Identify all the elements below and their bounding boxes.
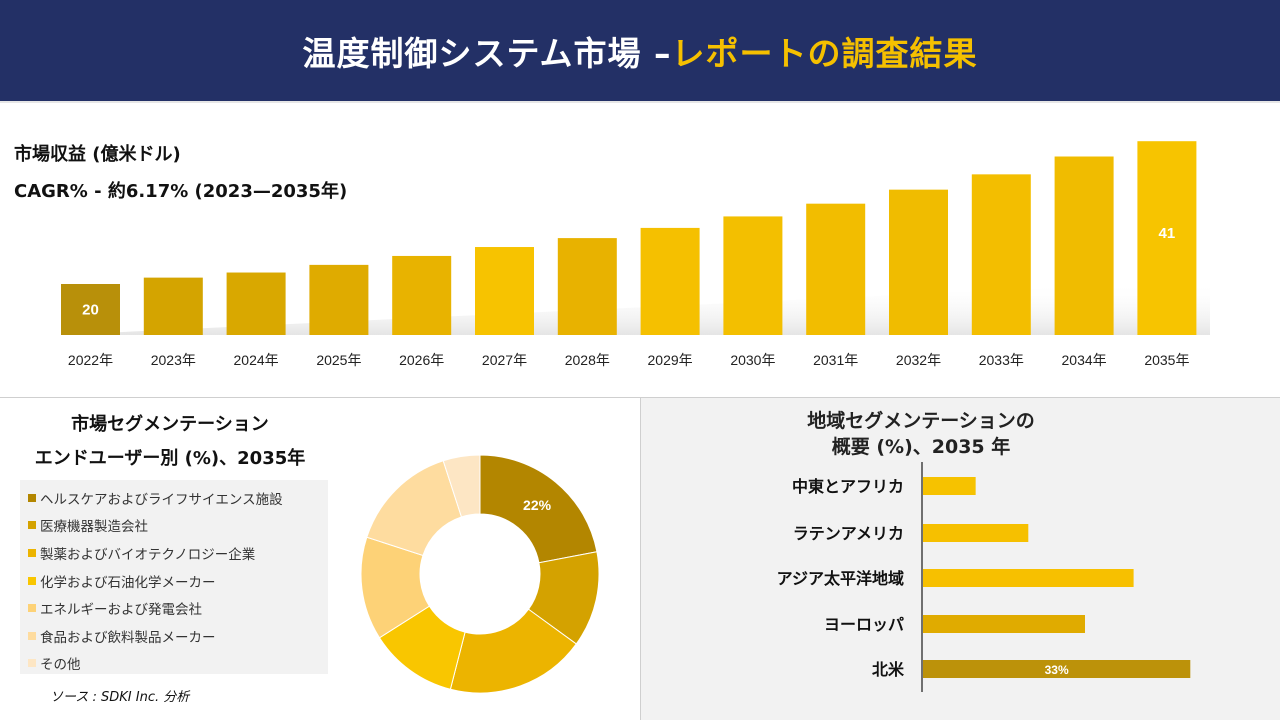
- legend-label: 化学および石油化学メーカー: [40, 574, 216, 591]
- panel-divider: [640, 398, 641, 720]
- legend-swatch: [28, 576, 36, 585]
- bar: [475, 247, 534, 335]
- bar-data-label: 20: [82, 302, 99, 319]
- region-label: ラテンアメリカ: [793, 525, 904, 543]
- bar: [143, 277, 203, 335]
- x-tick-label: 2023年: [151, 352, 196, 368]
- legend-swatch: [28, 493, 36, 502]
- region-label: 北米: [872, 660, 905, 679]
- header-divider: [0, 101, 1280, 103]
- bar: [226, 272, 286, 335]
- region-bar: [923, 477, 976, 495]
- bar: [723, 216, 783, 335]
- revenue-chart-panel: 2022年 20 2023年 2024年 2025年 2026年 2027年 2028年 202…: [0, 103, 1280, 397]
- region-bar: [923, 615, 1085, 633]
- legend-label: ヘルスケアおよびライフサイエンス施設: [40, 491, 283, 508]
- cagr-label: CAGR% - 約6.17% (2023—2035年): [14, 181, 348, 202]
- legend-swatch: [28, 659, 36, 668]
- legend-swatch: [28, 631, 36, 640]
- legend-label: 食品および飲料製品メーカー: [40, 629, 216, 646]
- bar: [1137, 141, 1197, 335]
- segment-title: 市場セグメンテーション: [71, 414, 269, 435]
- bar: [392, 255, 452, 335]
- legend-item: 医療機器製造会社: [20, 512, 328, 540]
- x-tick-label: 2025年: [316, 352, 361, 368]
- region-bar: [923, 524, 1029, 542]
- legend-label: 医療機器製造会社: [40, 519, 148, 536]
- legend-item: ヘルスケアおよびライフサイエンス施設: [20, 484, 328, 512]
- revenue-bar-chart: 2022年 20 2023年 2024年 2025年 2026年 2027年 2028年 202…: [60, 141, 1210, 368]
- segment-panel: 市場セグメンテーション エンドユーザー別 (%)、2035年 ヘルスケアおよびラ…: [0, 398, 640, 720]
- bar: [309, 264, 369, 335]
- x-tick-label: 2035年: [1144, 352, 1189, 368]
- x-tick-label: 2027年: [482, 352, 527, 368]
- x-tick-label: 2026年: [399, 352, 444, 368]
- bar-data-label: 41: [1159, 225, 1176, 242]
- x-tick-label: 2030年: [730, 352, 775, 368]
- revenue-label: 市場収益 (億米ドル): [14, 144, 181, 165]
- legend-item: 食品および飲料製品メーカー: [20, 622, 328, 650]
- legend-label: エネルギーおよび発電会社: [40, 602, 202, 619]
- bar: [1054, 156, 1114, 335]
- region-panel: 地域セグメンテーションの 概要 (%)、2035 年 中東とアフリカ ラテンアメリ…: [641, 398, 1280, 720]
- region-label: ヨーロッパ: [824, 616, 904, 634]
- x-tick-label: 2034年: [1062, 352, 1107, 368]
- title-accent: レポートの調査結果: [671, 33, 978, 73]
- legend-label: 製薬およびバイオテクノロジー企業: [40, 546, 256, 563]
- x-tick-label: 2022年: [68, 352, 113, 368]
- x-tick-label: 2031年: [813, 352, 858, 368]
- x-tick-label: 2024年: [234, 352, 279, 368]
- source-note: ソース : SDKI Inc. 分析: [50, 690, 190, 705]
- region-data-label: 33%: [1045, 663, 1069, 677]
- legend-item: 化学および石油化学メーカー: [20, 567, 328, 595]
- x-tick-label: 2028年: [565, 352, 610, 368]
- region-label: アジア太平洋地域: [777, 569, 904, 588]
- donut-data-label: 22%: [523, 497, 552, 513]
- legend-swatch: [28, 604, 36, 613]
- legend-swatch: [28, 521, 36, 530]
- region-bar: [923, 569, 1134, 587]
- x-tick-label: 2033年: [979, 352, 1024, 368]
- region-label: 中東とアフリカ: [792, 477, 904, 496]
- legend-item: 製薬およびバイオテクノロジー企業: [20, 539, 328, 567]
- x-tick-label: 2029年: [648, 352, 693, 368]
- bar: [889, 189, 948, 335]
- legend-item: エネルギーおよび発電会社: [20, 594, 328, 622]
- donut-slice: [366, 460, 463, 557]
- legend-label: その他: [40, 657, 81, 674]
- bar: [61, 284, 120, 335]
- bar: [557, 238, 617, 335]
- title-main: 温度制御システム市場 –: [302, 33, 672, 73]
- region-subtitle: 概要 (%)、2035 年: [831, 436, 1011, 458]
- donut-slice: [479, 454, 598, 564]
- section-divider: [0, 397, 1280, 398]
- segment-subtitle: エンドユーザー別 (%)、2035年: [34, 448, 306, 469]
- report-header: 温度制御システム市場 –レポートの調査結果: [0, 0, 1280, 101]
- legend-item: その他: [20, 650, 328, 678]
- region-title: 地域セグメンテーションの: [807, 410, 1035, 432]
- donut-slice: [442, 454, 481, 518]
- page-title: 温度制御システム市場 –レポートの調査結果: [303, 27, 978, 75]
- end-user-donut-chart: 22%: [360, 454, 600, 694]
- bar: [640, 227, 700, 335]
- legend-swatch: [28, 548, 36, 557]
- bar: [806, 203, 866, 335]
- x-tick-label: 2032年: [896, 352, 941, 368]
- bar: [971, 174, 1031, 335]
- donut-legend: ヘルスケアおよびライフサイエンス施設 医療機器製造会社製薬およびバイオテクノロジー…: [20, 480, 328, 674]
- region-bar: [923, 660, 1191, 678]
